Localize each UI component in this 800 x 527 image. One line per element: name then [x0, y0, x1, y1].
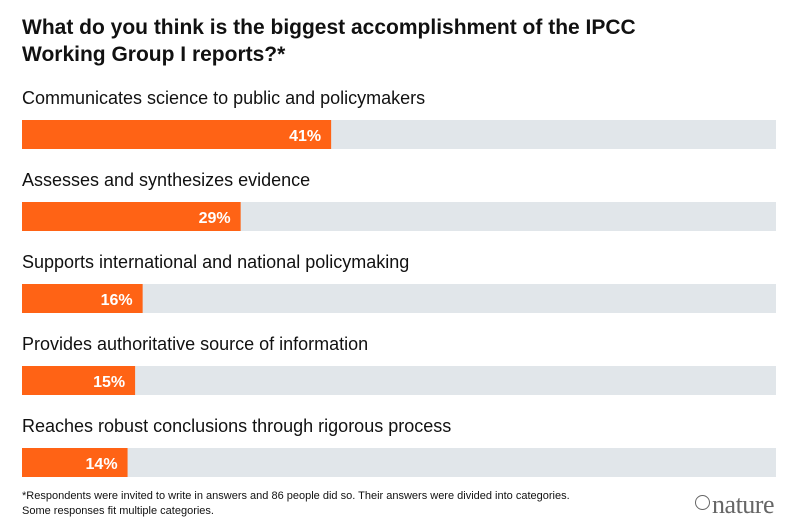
- bar: [22, 448, 128, 477]
- bar-track: [22, 284, 776, 313]
- value-label: 41%: [289, 128, 321, 145]
- bar: [22, 202, 241, 231]
- footnote: *Respondents were invited to write in an…: [22, 490, 570, 517]
- chart-title: What do you think is the biggest accompl…: [22, 16, 636, 66]
- value-label: 16%: [101, 292, 133, 309]
- category-label: Communicates science to public and polic…: [22, 88, 425, 108]
- bar: [22, 120, 332, 149]
- value-label: 14%: [86, 456, 118, 473]
- logo-text: nature: [712, 490, 774, 519]
- category-label: Reaches robust conclusions through rigor…: [22, 416, 451, 436]
- category-label: Assesses and synthesizes evidence: [22, 170, 310, 190]
- bar-track: [22, 448, 776, 477]
- value-label: 15%: [93, 374, 125, 391]
- category-label: Provides authoritative source of informa…: [22, 334, 368, 354]
- value-label: 29%: [199, 210, 231, 227]
- bar-track: [22, 366, 776, 395]
- copyright-icon: [695, 494, 711, 510]
- bar: [22, 366, 136, 395]
- nature-logo: nature: [695, 490, 774, 520]
- category-label: Supports international and national poli…: [22, 252, 409, 272]
- bar: [22, 284, 143, 313]
